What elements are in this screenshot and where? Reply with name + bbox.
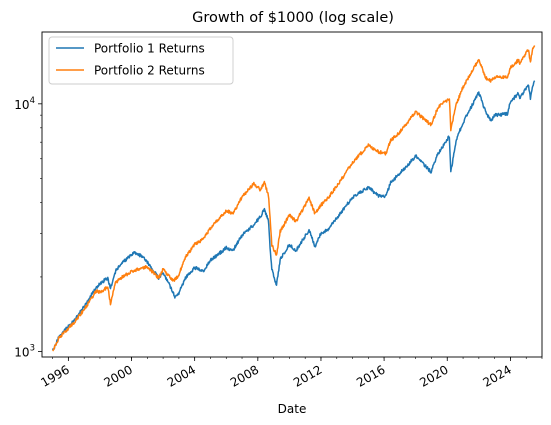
legend-label-1: Portfolio 1 Returns [94,42,205,56]
y-tick-label: 104 [14,96,35,112]
series-line-1 [51,80,536,351]
axes-frame [41,31,543,358]
plot-area [51,45,536,352]
legend-box [48,36,234,85]
legend: Portfolio 1 Returns Portfolio 2 Returns [48,36,234,85]
x-axis-label: Date [278,402,307,416]
y-tick-label: 103 [14,343,35,359]
chart-title: Growth of $1000 (log scale) [192,10,394,26]
legend-label-2: Portfolio 2 Returns [94,64,205,78]
series-line-2 [52,45,536,352]
